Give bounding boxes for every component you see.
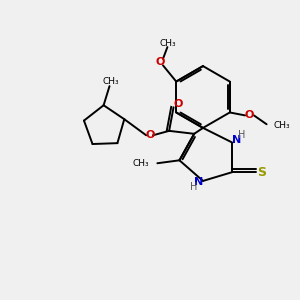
Text: O: O [145, 130, 155, 140]
Text: N: N [232, 135, 241, 145]
Text: O: O [244, 110, 254, 120]
Text: S: S [257, 166, 266, 178]
Text: CH₃: CH₃ [103, 77, 119, 86]
Text: O: O [173, 99, 183, 110]
Text: CH₃: CH₃ [274, 121, 291, 130]
Text: CH₃: CH₃ [159, 39, 176, 48]
Text: CH₃: CH₃ [133, 159, 149, 168]
Text: N: N [194, 177, 203, 188]
Text: H: H [190, 182, 197, 192]
Text: O: O [156, 56, 165, 67]
Text: H: H [238, 130, 246, 140]
